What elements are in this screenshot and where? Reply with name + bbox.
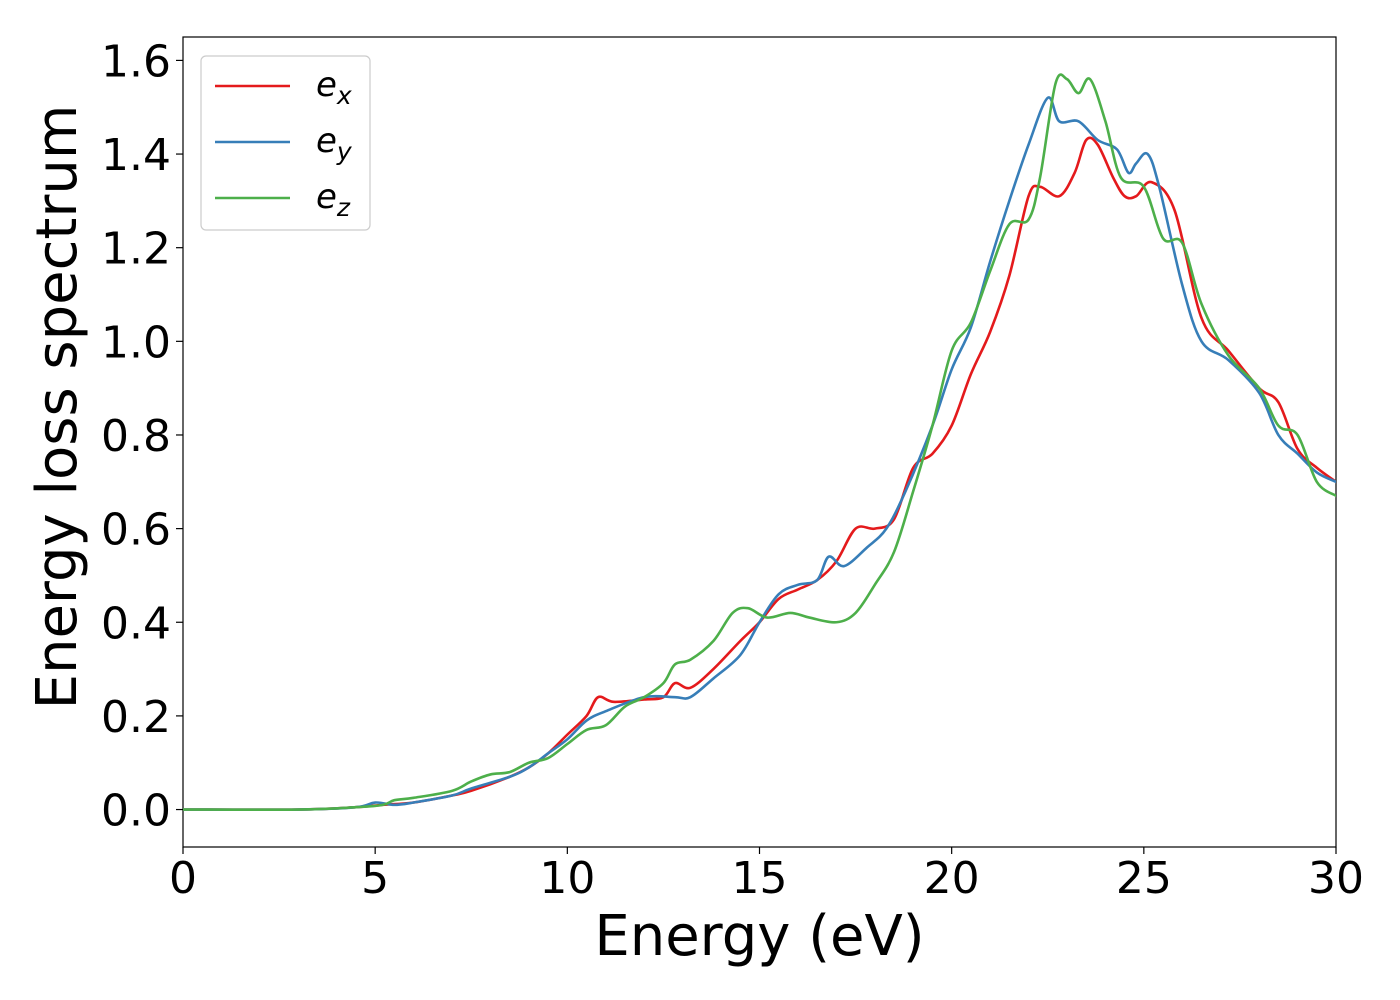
legend-label: ex [316, 65, 352, 110]
x-tick-label: 10 [539, 853, 595, 904]
x-tick-label: 20 [924, 853, 980, 904]
y-tick-label: 1.4 [101, 130, 171, 181]
series-line-e-y [183, 96, 1336, 812]
y-tick-label: 1.2 [101, 224, 171, 275]
y-tick-label: 0.4 [101, 598, 171, 649]
x-axis: 0 5 10 15 20 25 30 [169, 847, 1364, 904]
x-tick-label: 5 [361, 853, 389, 904]
legend: ex ey ez [200, 55, 371, 231]
y-tick-label: 1.6 [101, 36, 171, 87]
legend-label: ey [316, 121, 353, 166]
legend-item-e-z: ez [215, 177, 351, 222]
legend-item-e-x: ex [215, 65, 352, 110]
legend-label: ez [316, 177, 351, 222]
legend-item-e-y: ey [215, 121, 353, 166]
y-tick-label: 0.8 [101, 411, 171, 462]
legend-items: ex ey ez [215, 65, 353, 222]
x-tick-label: 30 [1308, 853, 1364, 904]
y-axis-label: Energy loss spectrum [25, 105, 90, 710]
y-tick-label: 0.2 [101, 692, 171, 743]
x-tick-label: 0 [169, 853, 197, 904]
y-tick-label: 0.6 [101, 505, 171, 556]
plot-area [182, 36, 1337, 848]
series-layer [183, 73, 1336, 812]
series-line-e-z [183, 73, 1336, 812]
y-tick-label: 0.0 [101, 786, 171, 837]
x-axis-label: Energy (eV) [594, 904, 924, 969]
y-axis: 0.0 0.2 0.4 0.6 0.8 1.0 1.2 1.4 1.6 [101, 36, 183, 837]
y-tick-label: 1.0 [101, 317, 171, 368]
x-tick-label: 15 [732, 853, 788, 904]
plot-frame [182, 36, 1337, 848]
x-tick-label: 25 [1116, 853, 1172, 904]
